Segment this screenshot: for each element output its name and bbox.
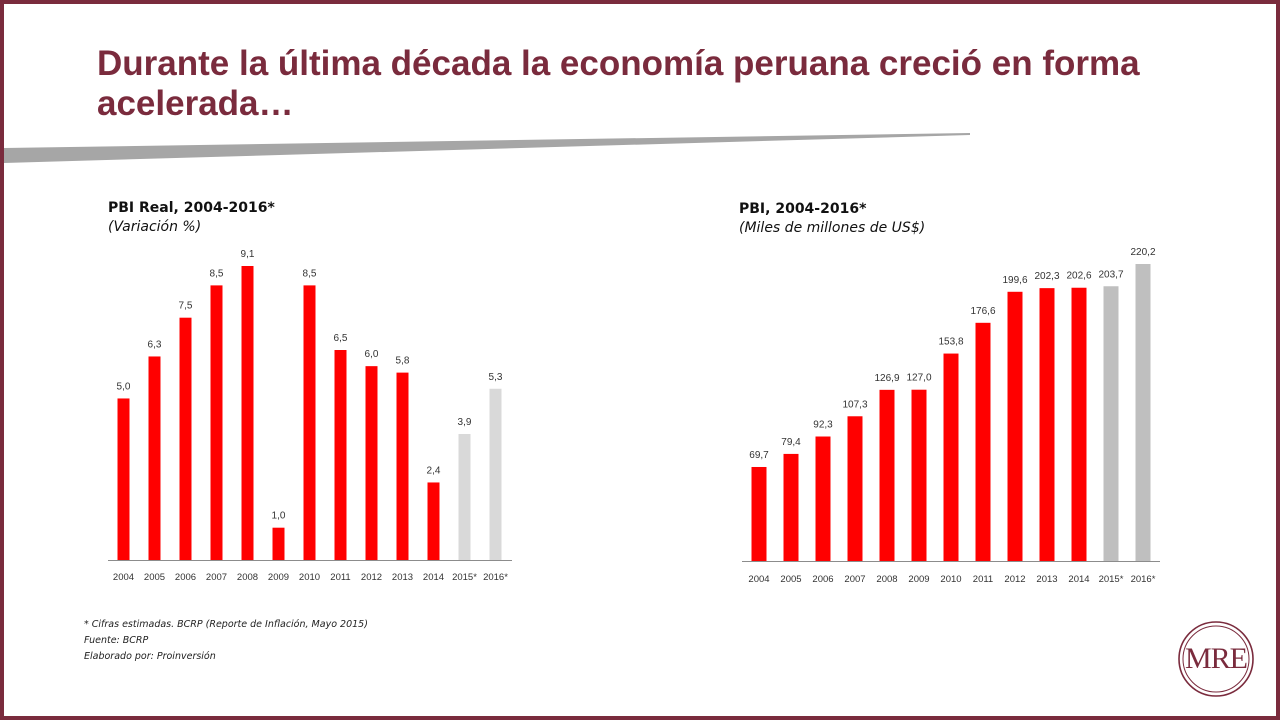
mre-logo (1178, 621, 1254, 697)
chart1-tick-label: 2015* (452, 572, 477, 583)
chart2-tick-label: 2014 (1068, 574, 1089, 585)
chart1-data-label: 6,5 (334, 333, 348, 344)
chart2-tick-label: 2008 (876, 574, 897, 585)
chart2-bar-2012 (1007, 291, 1023, 561)
chart1-tick-label: 2011 (330, 572, 350, 583)
chart1-data-label: 7,5 (179, 301, 193, 312)
chart1-tick-label: 2008 (237, 572, 258, 583)
chart2-tick-label: 2013 (1036, 574, 1057, 585)
chart1-data-label: 3,9 (458, 417, 472, 428)
chart2-tick-label: 2011 (973, 574, 993, 585)
chart1-data-label: 5,0 (117, 381, 131, 392)
chart1-data-label: 8,5 (303, 268, 317, 279)
chart2-data-label: 127,0 (906, 373, 931, 384)
title-underline-swoosh (4, 133, 970, 163)
chart1-subtitle: (Variación %) (108, 219, 202, 235)
chart1-bar-2013 (396, 372, 409, 560)
chart1-data-label: 8,5 (210, 268, 224, 279)
chart1-data-label: 1,0 (272, 511, 286, 522)
chart1-tick-label: 2007 (206, 572, 227, 583)
chart1-bar-2005 (148, 356, 161, 560)
chart1-bar-2006 (179, 317, 192, 560)
chart1-bar-2008 (241, 266, 254, 560)
chart1-bar-2012 (365, 366, 378, 560)
chart2-tick-label: 2004 (748, 574, 769, 585)
chart2-tick-label: 2015* (1099, 574, 1124, 585)
chart2-bar-2013 (1039, 288, 1055, 561)
chart2-bar-2008 (879, 389, 895, 561)
chart2-data-label: 79,4 (781, 437, 801, 448)
chart2-data-label: 202,3 (1034, 271, 1059, 282)
chart2-bar-2007 (847, 416, 863, 561)
chart1-bar-2004 (117, 398, 130, 560)
chart2-bar-2010 (943, 353, 959, 561)
chart1-bar-2014 (427, 482, 440, 560)
chart1-data-label: 2,4 (427, 465, 441, 476)
chart2-data-label: 126,9 (874, 373, 899, 384)
chart2-bar-2009 (911, 389, 927, 561)
chart2-bar-2011 (975, 322, 991, 561)
chart1-tick-label: 2006 (175, 572, 196, 583)
chart2-tick-label: 2005 (780, 574, 801, 585)
footnote-author: Elaborado por: Proinversión (84, 651, 216, 662)
chart1-tick-label: 2005 (144, 572, 165, 583)
footnote-source: Fuente: BCRP (84, 635, 149, 646)
chart1-title: PBI Real, 2004-2016* (108, 200, 275, 216)
chart2-bar-2015-est (1103, 286, 1119, 561)
chart1-tick-label: 2009 (268, 572, 289, 583)
mre-logo-text: MRE (1184, 642, 1248, 675)
chart2-bar-2014 (1071, 287, 1087, 561)
footnote-estimates: * Cifras estimadas. BCRP (Reporte de Inf… (84, 619, 368, 630)
chart1-bar-2015-est (458, 434, 471, 560)
chart2-data-label: 199,6 (1002, 275, 1027, 286)
chart2-tick-label: 2012 (1004, 574, 1025, 585)
chart1-data-label: 6,0 (365, 349, 379, 360)
chart2-bar-2016-est (1135, 264, 1151, 561)
chart2-data-label: 69,7 (749, 450, 769, 461)
chart2-data-label: 107,3 (842, 399, 867, 410)
chart1-tick-label: 2010 (299, 572, 320, 583)
chart2-tick-label: 2010 (940, 574, 961, 585)
chart2-tick-label: 2007 (844, 574, 865, 585)
chart1-tick-label: 2013 (392, 572, 413, 583)
chart1-bar-2007 (210, 285, 223, 560)
chart2-tick-label: 2016* (1131, 574, 1156, 585)
slide-title: Durante la última década la economía per… (97, 44, 1140, 123)
chart1-data-label: 6,3 (148, 339, 162, 350)
chart1-data-label: 5,8 (396, 356, 410, 367)
chart1-tick-label: 2014 (423, 572, 444, 583)
chart1-bar-2016-est (489, 388, 502, 560)
chart2-subtitle: (Miles de millones de US$) (739, 220, 926, 236)
chart2-data-label: 203,7 (1098, 269, 1123, 280)
chart1-bar-2009 (272, 527, 285, 560)
chart2-data-label: 176,6 (970, 306, 995, 317)
chart1-tick-label: 2016* (483, 572, 508, 583)
chart2-data-label: 220,2 (1130, 247, 1155, 258)
chart2-tick-label: 2006 (812, 574, 833, 585)
chart2-data-label: 202,6 (1066, 271, 1091, 282)
chart2-bar-2005 (783, 453, 799, 561)
footnotes: * Cifras estimadas. BCRP (Reporte de Inf… (84, 617, 368, 665)
chart2-data-label: 153,8 (938, 337, 963, 348)
chart1-data-label: 5,3 (489, 372, 503, 383)
chart2-data-label: 92,3 (813, 420, 833, 431)
chart2-bar-2006 (815, 436, 831, 561)
chart2-tick-label: 2009 (908, 574, 929, 585)
chart2-title: PBI, 2004-2016* (739, 201, 867, 217)
chart1-bar-2011 (334, 350, 347, 560)
chart1-bar-2010 (303, 285, 316, 560)
chart2-bar-2004 (751, 466, 767, 561)
chart1-tick-label: 2012 (361, 572, 382, 583)
chart1-data-label: 9,1 (241, 249, 255, 260)
chart1-tick-label: 2004 (113, 572, 134, 583)
